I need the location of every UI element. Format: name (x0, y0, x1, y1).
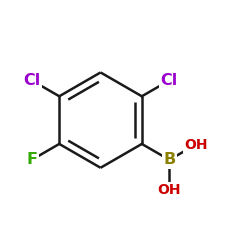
Text: OH: OH (184, 138, 207, 152)
Text: B: B (163, 152, 175, 167)
Text: OH: OH (158, 183, 181, 197)
Text: Cl: Cl (161, 73, 178, 88)
Text: Cl: Cl (23, 73, 40, 88)
Text: F: F (26, 152, 37, 167)
